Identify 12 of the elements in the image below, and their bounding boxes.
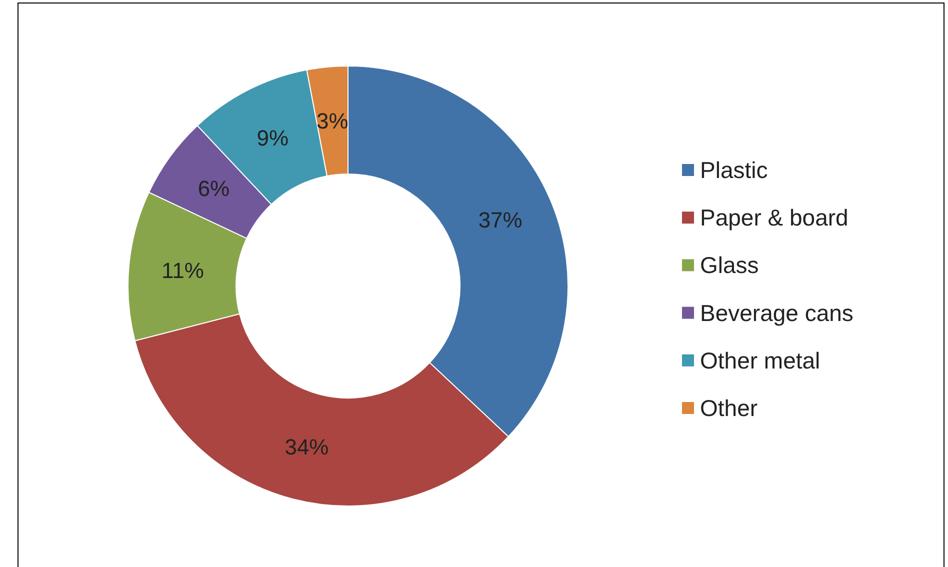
legend-label: Beverage cans bbox=[700, 300, 854, 326]
data-label: 6% bbox=[198, 176, 230, 201]
legend-label: Paper & board bbox=[700, 204, 848, 231]
data-label: 37% bbox=[478, 208, 522, 233]
legend-label: Glass bbox=[700, 252, 759, 278]
data-label: 9% bbox=[256, 126, 289, 151]
legend-label: Other metal bbox=[700, 347, 820, 374]
legend-label: Other bbox=[700, 395, 758, 421]
data-label: 3% bbox=[316, 108, 348, 134]
data-label: 11% bbox=[162, 258, 204, 283]
data-label: 34% bbox=[284, 434, 329, 460]
legend-label: Plastic bbox=[700, 157, 768, 183]
